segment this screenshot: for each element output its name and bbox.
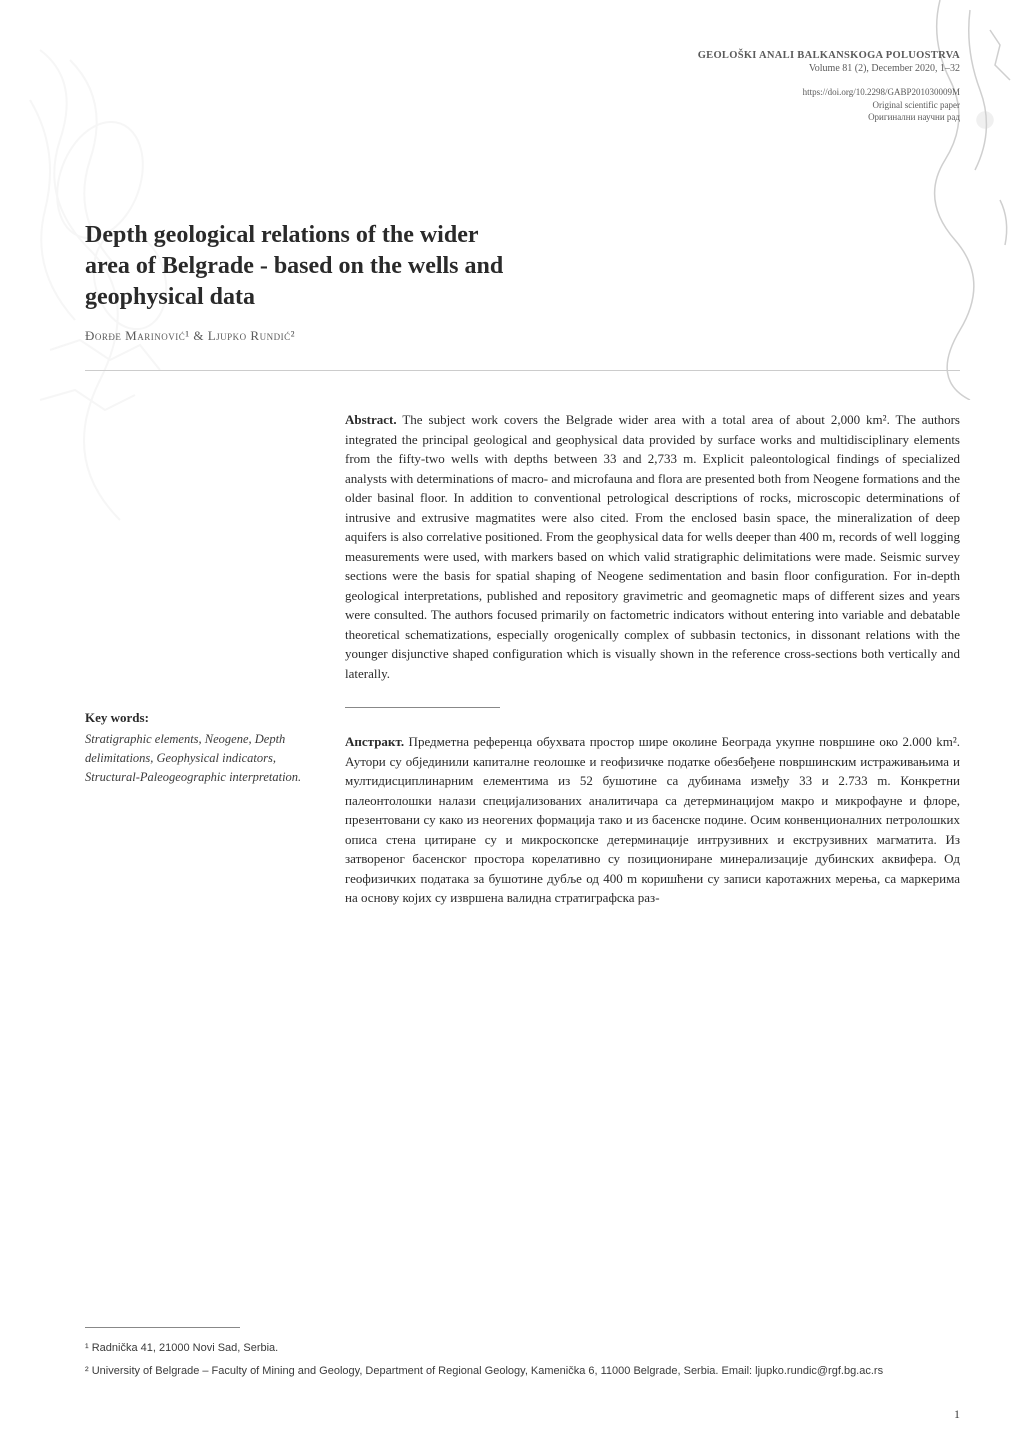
keywords-list: Stratigraphic elements, Neogene, Depth d… (85, 730, 310, 786)
abstract-sr-label: Апстракт. (345, 734, 404, 749)
journal-title: GEOLOŠKI ANALI BALKANSKOGA POLUOSTRVA (698, 50, 960, 61)
keywords-heading: Key words: (85, 710, 310, 726)
right-column: Abstract. The subject work covers the Be… (345, 410, 960, 908)
footnote-1: ¹ Radnička 41, 21000 Novi Sad, Serbia. (85, 1340, 960, 1358)
volume-info: Volume 81 (2), December 2020, 1–32 (698, 63, 960, 74)
doi-block: https://doi.org/10.2298/GABP201030009M O… (698, 86, 960, 124)
abstract-serbian: Апстракт. Предметна референца обухвата п… (345, 732, 960, 908)
abstract-en-label: Abstract. (345, 412, 397, 427)
footnotes-block: ¹ Radnička 41, 21000 Novi Sad, Serbia. ²… (85, 1327, 960, 1387)
footnote-2: ² University of Belgrade – Faculty of Mi… (85, 1363, 960, 1381)
footnote-divider (85, 1327, 240, 1328)
abstract-en-text: The subject work covers the Belgrade wid… (345, 412, 960, 681)
content-area: Key words: Stratigraphic elements, Neoge… (85, 410, 960, 908)
authors: Đorđe Marinović¹ & Ljupko Rundić² (85, 328, 685, 344)
page-number: 1 (954, 1407, 960, 1422)
doi-link: https://doi.org/10.2298/GABP201030009M (698, 86, 960, 99)
paper-type-en: Original scientific paper (698, 99, 960, 112)
abstract-english: Abstract. The subject work covers the Be… (345, 410, 960, 683)
abstract-sr-text: Предметна референца обухвата простор шир… (345, 734, 960, 905)
journal-title-text: GEOLOŠKI ANALI BALKANSKOGA POLUOSTRVA (698, 50, 960, 61)
keywords-block: Key words: Stratigraphic elements, Neoge… (85, 710, 310, 786)
left-column: Key words: Stratigraphic elements, Neoge… (85, 410, 310, 908)
journal-header: GEOLOŠKI ANALI BALKANSKOGA POLUOSTRVA Vo… (698, 50, 960, 124)
title-block: Depth geological relations of the wider … (85, 220, 685, 344)
title-divider (85, 370, 960, 371)
abstract-divider (345, 707, 500, 708)
title-line-1: Depth geological relations of the wider (85, 222, 479, 248)
title-line-2: area of Belgrade - based on the wells an… (85, 253, 503, 279)
title-line-3: geophysical data (85, 284, 255, 310)
article-title: Depth geological relations of the wider … (85, 220, 685, 314)
paper-type-sr: Оригинални научни рад (698, 111, 960, 124)
